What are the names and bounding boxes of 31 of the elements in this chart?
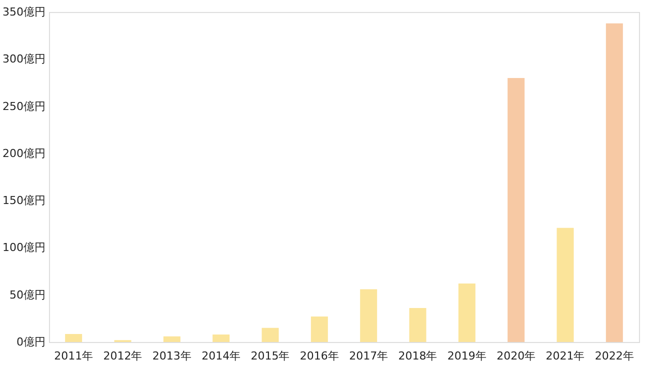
x-tick-label: 2012年 [103, 350, 142, 362]
bar [606, 23, 623, 342]
bar [163, 336, 180, 342]
x-tick-label: 2011年 [54, 350, 94, 362]
y-tick-label: 300億円 [2, 52, 46, 66]
x-tick-label: 2022年 [594, 350, 634, 362]
x-tick-label: 2016年 [300, 350, 339, 362]
x-tick-label: 2015年 [250, 350, 290, 362]
x-tick-label: 2019年 [447, 350, 486, 362]
y-tick-label: 350億円 [2, 6, 46, 18]
x-tick-label: 2018年 [398, 350, 438, 362]
bar [310, 316, 328, 342]
x-tick-label: 2013年 [152, 350, 192, 362]
bar [556, 228, 574, 342]
y-tick-label: 0億円 [16, 336, 46, 348]
y-tick-label: 100億円 [2, 241, 46, 254]
bar [360, 289, 378, 342]
x-tick-label: 2021年 [546, 350, 585, 362]
y-tick-label: 250億円 [2, 100, 46, 113]
bar [262, 328, 279, 342]
y-tick-label: 200億円 [2, 146, 46, 160]
bar [508, 78, 525, 342]
x-tick-label: 2020年 [496, 350, 536, 362]
bar [409, 308, 426, 342]
x-tick-label: 2017年 [349, 350, 388, 362]
bar [65, 334, 82, 342]
y-tick-label: 50億円 [10, 288, 46, 302]
bar [458, 284, 476, 342]
bar [212, 334, 230, 342]
y-tick-label: 150億円 [2, 194, 46, 208]
x-tick-label: 2014年 [202, 350, 241, 362]
